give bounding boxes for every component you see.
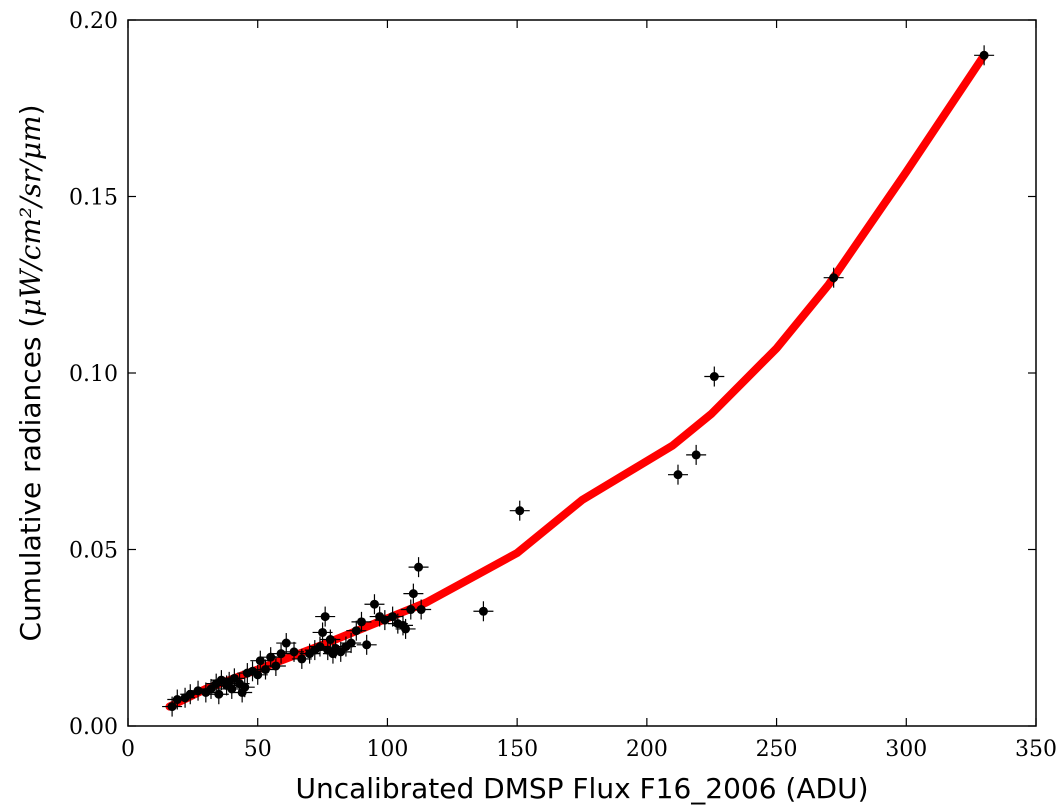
y-axis-title-unit: μW/cm²/sr/μm <box>14 115 47 316</box>
axis-ticks: 0 50 100 150 200 250 300 350 0.00 0.05 0.10 0.15 0.2… <box>69 9 1057 762</box>
data-point <box>260 647 281 668</box>
data-point <box>411 599 432 620</box>
x-tick-label: 50 <box>244 737 272 762</box>
point-marker <box>673 470 683 480</box>
point-marker <box>416 605 426 615</box>
data-point <box>403 583 424 604</box>
point-marker <box>388 612 398 622</box>
fit-line <box>165 51 989 711</box>
point-marker <box>266 652 276 662</box>
point-marker <box>297 654 307 664</box>
y-tick-label: 0.05 <box>69 539 118 564</box>
point-marker <box>260 665 270 675</box>
data-point <box>400 599 421 620</box>
y-tick-label: 0.20 <box>69 9 118 34</box>
x-axis-title: Uncalibrated DMSP Flux F16_2006 (ADU) <box>295 772 868 805</box>
point-marker <box>979 50 989 60</box>
data-point <box>667 464 688 485</box>
data-point <box>250 650 271 671</box>
data-point <box>265 655 286 676</box>
data-point <box>341 633 362 654</box>
x-tick-label: 300 <box>885 737 927 762</box>
point-marker <box>271 661 281 671</box>
point-marker <box>709 372 719 382</box>
data-point <box>473 601 494 622</box>
point-marker <box>401 624 411 634</box>
x-tick-label: 250 <box>756 737 798 762</box>
point-marker <box>346 638 356 648</box>
point-marker <box>829 273 839 283</box>
data-point <box>315 606 336 627</box>
data-point <box>823 267 844 288</box>
point-marker <box>253 670 263 680</box>
x-tick-label: 100 <box>366 737 408 762</box>
point-marker <box>172 695 182 705</box>
data-point <box>276 633 297 654</box>
point-marker <box>276 649 286 659</box>
point-marker <box>351 626 361 636</box>
data-point <box>974 45 995 66</box>
point-marker <box>362 640 372 650</box>
point-marker <box>281 638 291 648</box>
point-marker <box>315 642 325 652</box>
point-marker <box>515 506 525 516</box>
point-marker <box>289 647 299 657</box>
x-tick-label: 0 <box>121 737 135 762</box>
point-marker <box>406 605 416 615</box>
data-point <box>234 677 255 698</box>
y-axis-title: Cumulative radiances (μW/cm²/sr/μm) <box>14 104 47 641</box>
point-marker <box>478 606 488 616</box>
point-marker <box>414 562 424 572</box>
point-marker <box>380 615 390 625</box>
data-point <box>356 634 377 655</box>
data-point <box>312 622 333 643</box>
data-point <box>351 611 372 632</box>
data-point <box>346 620 367 641</box>
x-tick-label: 150 <box>496 737 538 762</box>
data-point <box>208 684 229 705</box>
data-point <box>320 629 341 650</box>
point-marker <box>240 682 250 692</box>
point-marker <box>255 656 265 666</box>
point-marker <box>185 689 195 699</box>
point-marker <box>356 617 366 627</box>
y-axis-title-close: ) <box>14 104 47 115</box>
data-point <box>704 366 725 387</box>
data-point <box>255 659 276 680</box>
plot-frame <box>127 19 1037 727</box>
point-marker <box>320 612 330 622</box>
data-point <box>284 641 305 662</box>
data-point <box>686 444 707 465</box>
point-marker <box>214 689 224 699</box>
data-point <box>291 648 312 669</box>
data-point <box>408 557 429 578</box>
x-tick-label: 350 <box>1015 737 1057 762</box>
point-marker <box>325 635 335 645</box>
y-tick-label: 0.00 <box>69 715 118 740</box>
point-marker <box>369 599 379 609</box>
point-marker <box>193 686 203 696</box>
data-point <box>395 618 416 639</box>
point-marker <box>318 627 328 637</box>
data-marks <box>162 45 995 717</box>
data-point <box>247 664 268 685</box>
point-marker <box>691 450 701 460</box>
data-point <box>509 500 530 521</box>
data-point <box>271 643 292 664</box>
y-axis-title-text: Cumulative radiances ( <box>14 317 47 642</box>
point-marker <box>167 702 177 712</box>
x-tick-label: 200 <box>626 737 668 762</box>
point-marker <box>408 589 418 599</box>
y-tick-label: 0.10 <box>69 362 118 387</box>
data-point <box>364 594 385 615</box>
y-tick-label: 0.15 <box>69 186 118 211</box>
